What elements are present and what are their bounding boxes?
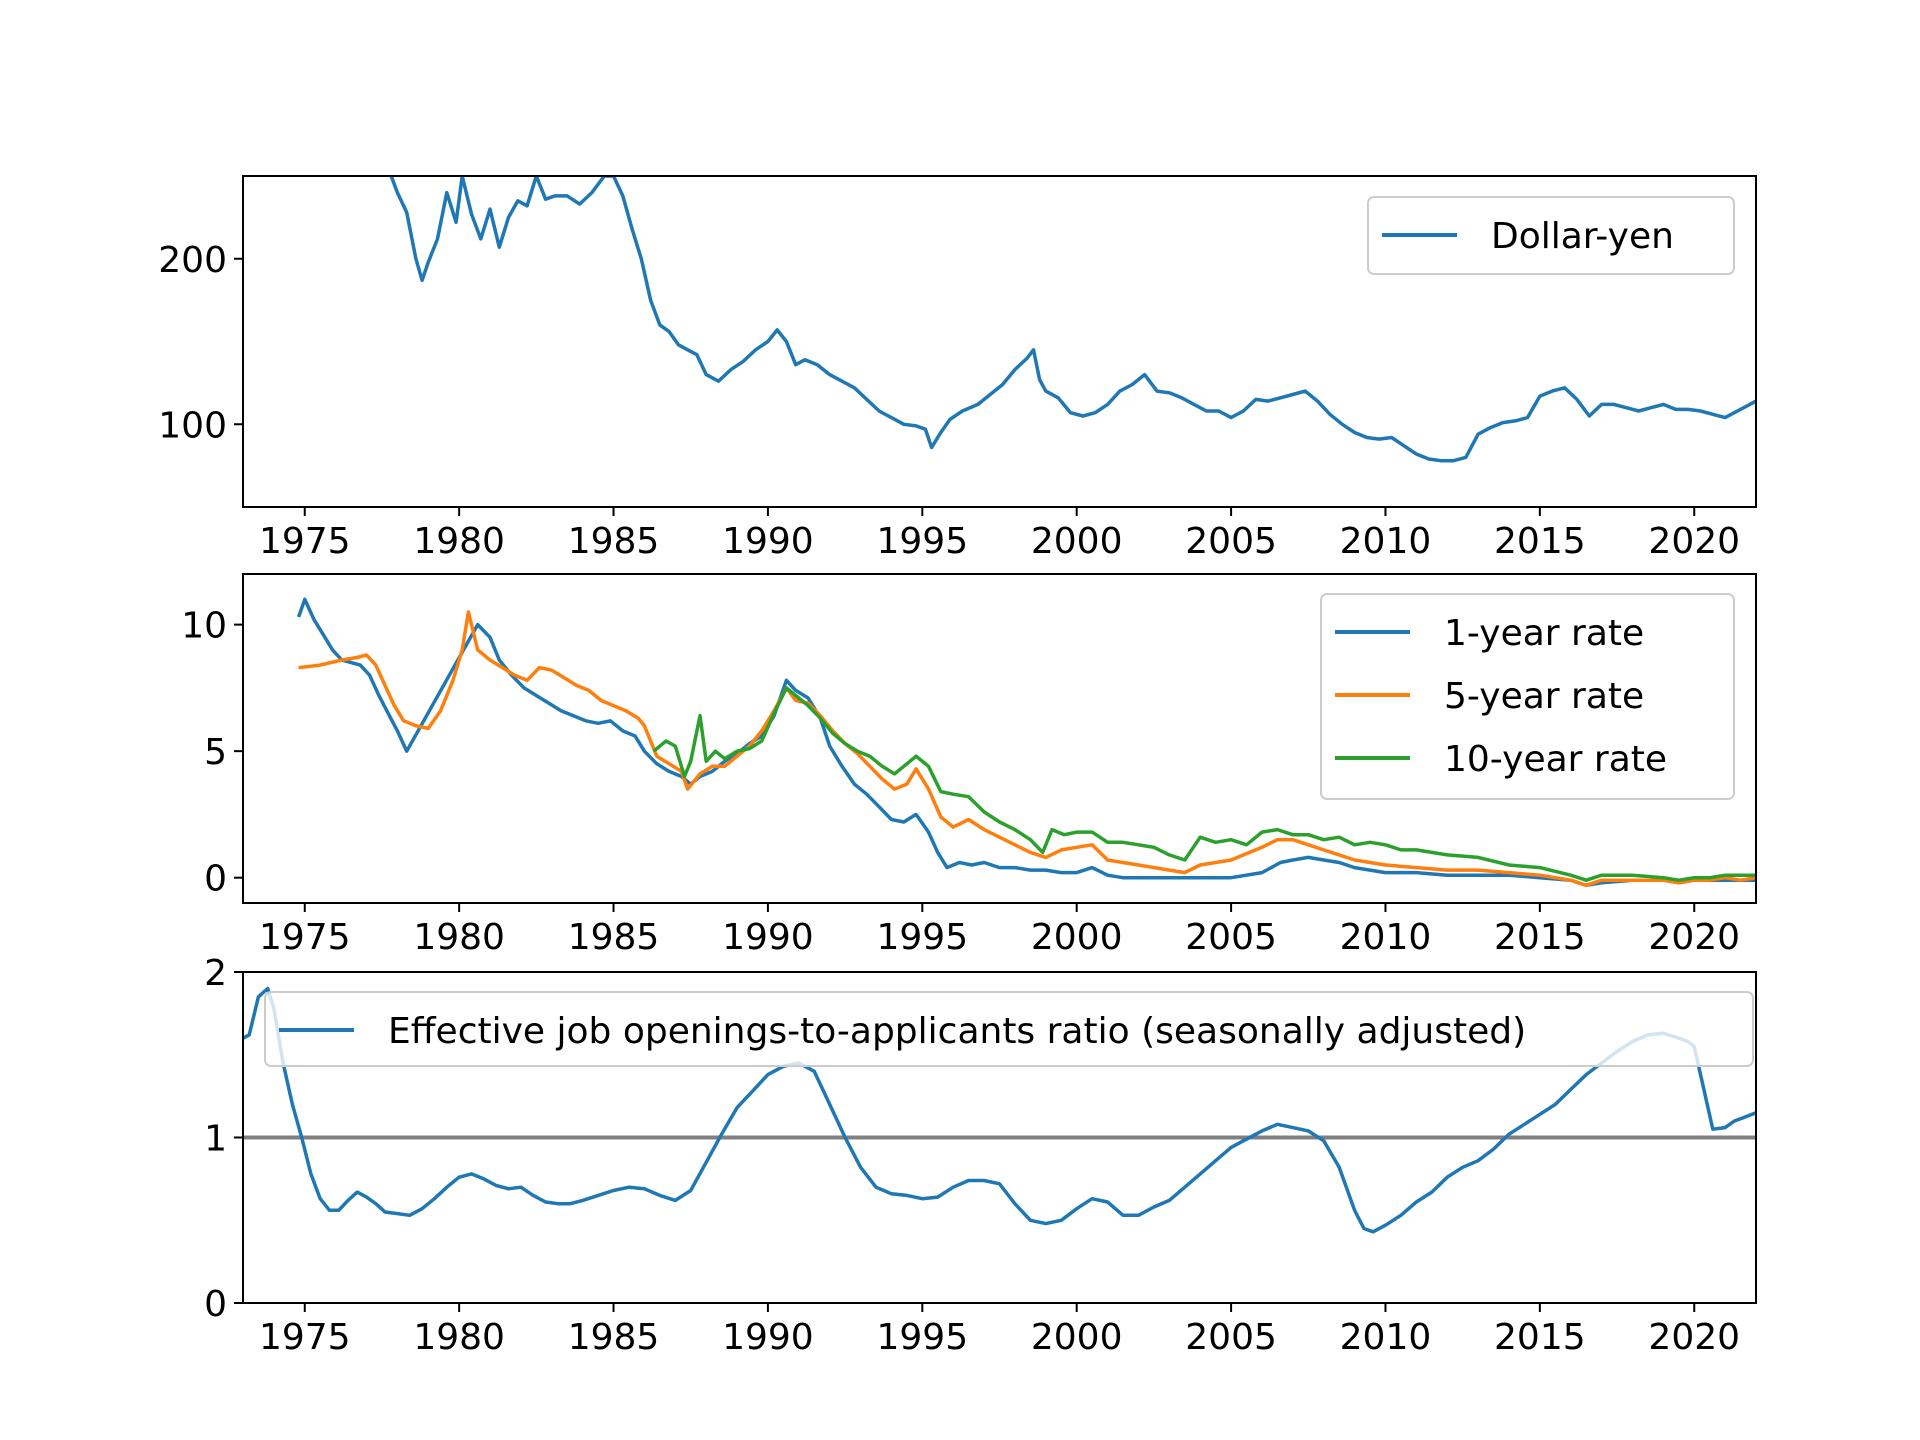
axes-frame (242, 175, 1757, 508)
x-tick-label: 2015 (1494, 917, 1586, 958)
series-line-1 (243, 986, 1756, 1234)
x-tick-label: 2010 (1340, 1317, 1432, 1358)
legend: Dollar-yen (1367, 196, 1735, 275)
y-tick-label: 10 (181, 606, 227, 647)
x-tick-label: 2015 (1494, 1317, 1586, 1358)
legend-entry-label: Effective job openings-to-applicants rat… (388, 1011, 1526, 1052)
y-tick-label: 200 (158, 240, 227, 281)
legend-box (264, 991, 1754, 1067)
x-tick-label: 1975 (259, 917, 351, 958)
x-tick-label: 2000 (1031, 1317, 1123, 1358)
legend: Effective job openings-to-applicants rat… (264, 991, 1754, 1067)
y-tick-label: 0 (204, 859, 227, 900)
legend-entry-label: 5-year rate (1444, 676, 1644, 717)
x-tick-label: 2000 (1031, 917, 1123, 958)
x-tick-label: 1990 (722, 521, 814, 562)
x-tick-label: 1995 (876, 1317, 968, 1358)
panel-3: 1975 1980 1985 1990 1995 2000 2005 2010 2015 2020… (204, 953, 1757, 1358)
x-tick-label: 2010 (1340, 521, 1432, 562)
y-tick-label: 100 (158, 405, 227, 446)
axes-frame (242, 573, 1757, 904)
x-tick-label: 1990 (722, 917, 814, 958)
y-tick-label: 0 (204, 1284, 227, 1325)
x-tick-label: 2020 (1648, 521, 1740, 562)
x-tick-label: 2015 (1494, 521, 1586, 562)
x-tick-label: 1985 (568, 521, 660, 562)
x-tick-label: 1995 (876, 521, 968, 562)
series-line-3 (652, 686, 1756, 882)
series-line-1 (389, 176, 1756, 463)
x-tick-label: 2000 (1031, 521, 1123, 562)
x-tick-label: 2020 (1648, 1317, 1740, 1358)
legend-box (1367, 196, 1735, 275)
x-tick-label: 1980 (413, 917, 505, 958)
legend-entry-label: Dollar-yen (1491, 216, 1674, 257)
x-tick-label: 2005 (1185, 917, 1277, 958)
legend-box (1320, 593, 1735, 800)
x-tick-label: 1975 (259, 521, 351, 562)
series-line-2 (298, 610, 1756, 888)
x-tick-label: 1975 (259, 1317, 351, 1358)
x-tick-label: 2005 (1185, 521, 1277, 562)
x-tick-label: 2020 (1648, 917, 1740, 958)
y-tick-label: 2 (204, 953, 227, 994)
legend-entry-label: 1-year rate (1444, 613, 1644, 654)
x-tick-label: 1985 (568, 1317, 660, 1358)
legend-entry-label: 10-year rate (1444, 739, 1667, 780)
panel-2: 1975 1980 1985 1990 1995 2000 2005 2010 2015 2020… (181, 573, 1757, 958)
x-tick-label: 2005 (1185, 1317, 1277, 1358)
x-tick-label: 1980 (413, 521, 505, 562)
x-tick-label: 1995 (876, 917, 968, 958)
x-tick-label: 2010 (1340, 917, 1432, 958)
y-tick-label: 5 (204, 732, 227, 773)
legend: 1-year rate 5-year rate 10-year rate (1320, 593, 1735, 800)
y-tick-label: 1 (204, 1119, 227, 1160)
panel-1: 1975 1980 1985 1990 1995 2000 2005 2010 2015 2020… (158, 175, 1757, 562)
x-tick-label: 1980 (413, 1317, 505, 1358)
x-tick-label: 1990 (722, 1317, 814, 1358)
x-tick-label: 1985 (568, 917, 660, 958)
